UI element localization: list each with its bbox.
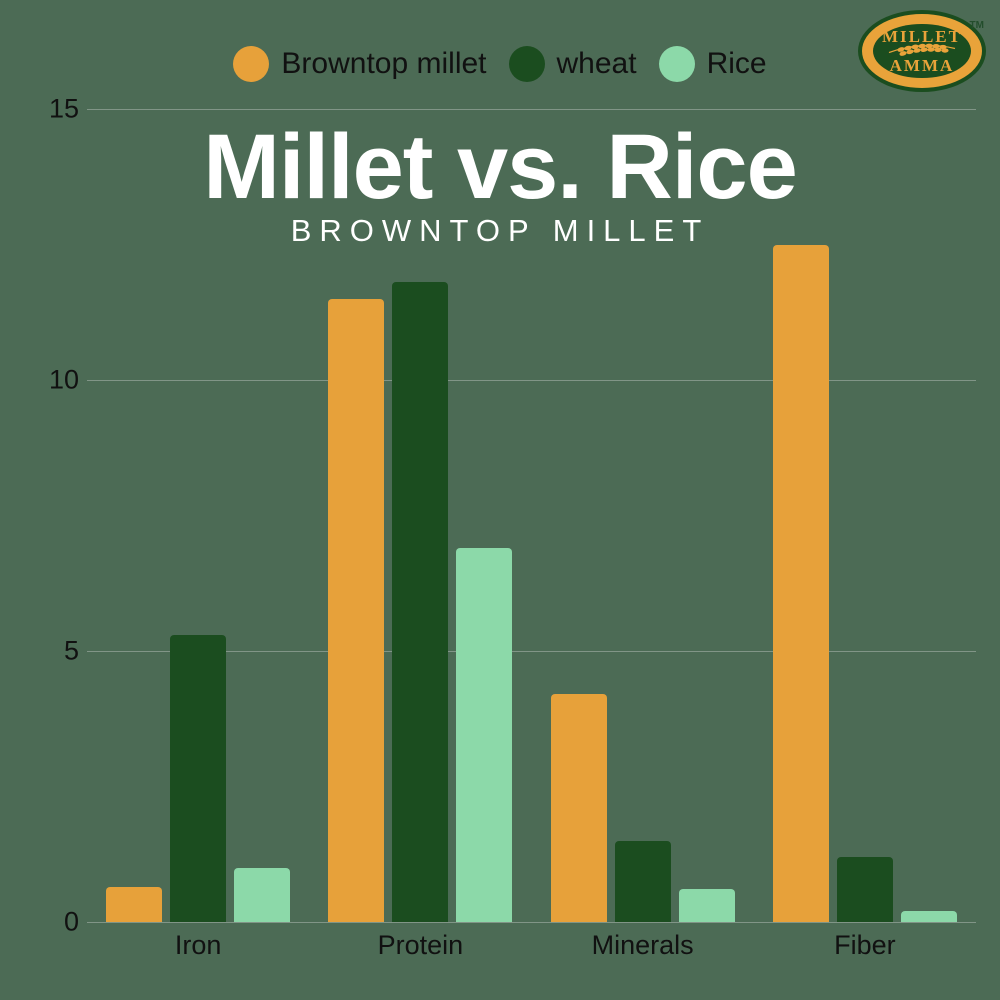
x-tick-label: Protein: [309, 930, 531, 964]
legend-item: wheat: [509, 46, 637, 82]
legend-swatch: [509, 46, 545, 82]
legend-label: Browntop millet: [281, 47, 486, 81]
bar-group: [773, 245, 957, 923]
legend-swatch: [233, 46, 269, 82]
y-tick-label: 0: [29, 907, 79, 938]
gridline: [87, 922, 976, 923]
x-axis: IronProteinMineralsFiber: [87, 930, 976, 964]
bar: [392, 282, 448, 922]
title-block: Millet vs. Rice BROWNTOP MILLET: [0, 124, 1000, 249]
x-tick-label: Fiber: [754, 930, 976, 964]
bar: [234, 868, 290, 922]
legend-item: Browntop millet: [233, 46, 486, 82]
bar: [837, 857, 893, 922]
chart-subtitle: BROWNTOP MILLET: [0, 213, 1000, 249]
bar: [328, 299, 384, 922]
legend-label: Rice: [707, 47, 767, 81]
bar-group: [328, 282, 512, 922]
legend-swatch: [659, 46, 695, 82]
x-tick-label: Minerals: [532, 930, 754, 964]
y-tick-label: 10: [29, 364, 79, 395]
bar-group: [106, 635, 290, 922]
y-tick-label: 5: [29, 635, 79, 666]
bar: [170, 635, 226, 922]
bar: [679, 889, 735, 922]
bar: [106, 887, 162, 922]
bar: [615, 841, 671, 922]
bar: [901, 911, 957, 922]
y-tick-label: 15: [29, 94, 79, 125]
bar: [773, 245, 829, 923]
x-tick-label: Iron: [87, 930, 309, 964]
logo-tm: TM: [970, 20, 984, 31]
bar-group: [551, 694, 735, 922]
chart-title: Millet vs. Rice: [0, 124, 1000, 211]
chart-legend: Browntop millet wheat Rice: [0, 46, 1000, 82]
bar: [551, 694, 607, 922]
legend-item: Rice: [659, 46, 767, 82]
bar: [456, 548, 512, 922]
legend-label: wheat: [557, 47, 637, 81]
